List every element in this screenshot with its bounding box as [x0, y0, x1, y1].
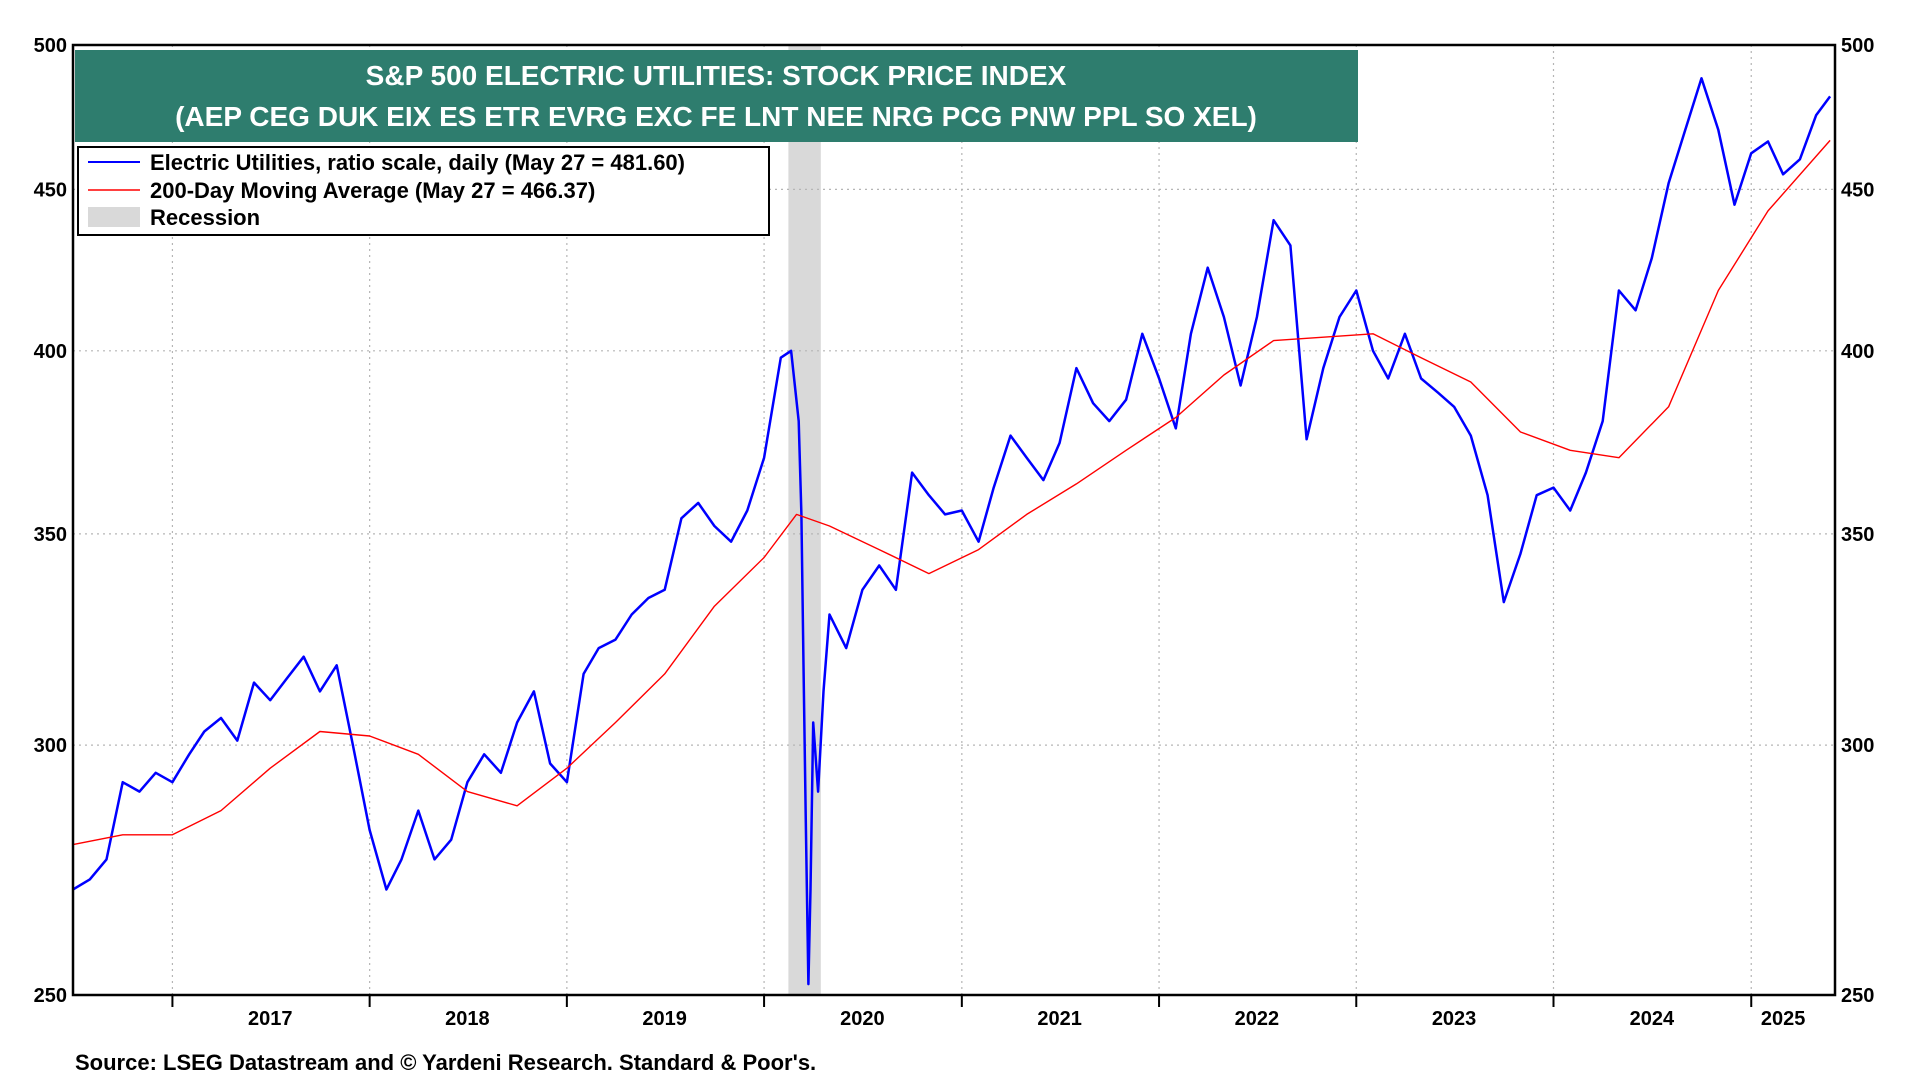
x-tick-label: 2021: [1037, 1008, 1082, 1030]
title-background: [75, 50, 1358, 142]
legend-label-ma: 200-Day Moving Average (May 27 = 466.37): [150, 178, 595, 203]
y-tick-label-right: 400: [1841, 341, 1874, 363]
plot-frame: [71, 43, 1837, 997]
y-tick-label-right: 300: [1841, 735, 1874, 757]
legend: Electric Utilities, ratio scale, daily (…: [77, 146, 770, 236]
series-layer: [72, 77, 1832, 986]
y-tick-label-left: 300: [34, 735, 67, 757]
y-tick-label-right: 500: [1841, 35, 1874, 57]
y-tick-label-left: 350: [34, 524, 67, 546]
chart-title: S&P 500 ELECTRIC UTILITIES: STOCK PRICE …: [366, 60, 1067, 91]
x-tick-label: 2023: [1432, 1008, 1477, 1030]
y-tick-label-right: 350: [1841, 524, 1874, 546]
y-tick-label-left: 400: [34, 341, 67, 363]
y-tick-label-left: 250: [34, 985, 67, 1007]
legend-swatch-recession: [88, 207, 140, 227]
recession-layer: [788, 45, 821, 995]
x-tick-label: 2024: [1630, 1008, 1675, 1030]
grid-layer: [73, 45, 1835, 995]
x-tick-label: 2020: [840, 1008, 885, 1030]
y-tick-label-left: 450: [34, 179, 67, 201]
x-tick-label: 2018: [445, 1008, 490, 1030]
source-note: Source: LSEG Datastream and © Yardeni Re…: [75, 1050, 816, 1075]
y-axis-right: 250 300 350 400 450 500: [1841, 35, 1874, 1007]
x-tick-label: 2022: [1235, 1008, 1280, 1030]
price-line: [72, 77, 1832, 986]
y-tick-label-left: 500: [34, 35, 67, 57]
y-axis-left: 250 300 350 400 450 500: [34, 35, 67, 1007]
x-tick-label: 2025: [1761, 1008, 1806, 1030]
legend-label-recession: Recession: [150, 205, 260, 230]
x-tick-label: 2017: [248, 1008, 293, 1030]
y-tick-label-right: 450: [1841, 179, 1874, 201]
moving-average-line: [72, 139, 1831, 846]
legend-box: [77, 146, 770, 236]
title-box: S&P 500 ELECTRIC UTILITIES: STOCK PRICE …: [75, 50, 1358, 142]
legend-label-price: Electric Utilities, ratio scale, daily (…: [150, 150, 685, 175]
x-axis: 2017 2018 2019 2020 2021 2022 2023 2024 2025: [171, 995, 1806, 1030]
y-tick-label-right: 250: [1841, 985, 1874, 1007]
x-tick-label: 2019: [642, 1008, 687, 1030]
chart-subtitle: (AEP CEG DUK EIX ES ETR EVRG EXC FE LNT …: [175, 101, 1257, 132]
recession-band: [788, 45, 821, 995]
